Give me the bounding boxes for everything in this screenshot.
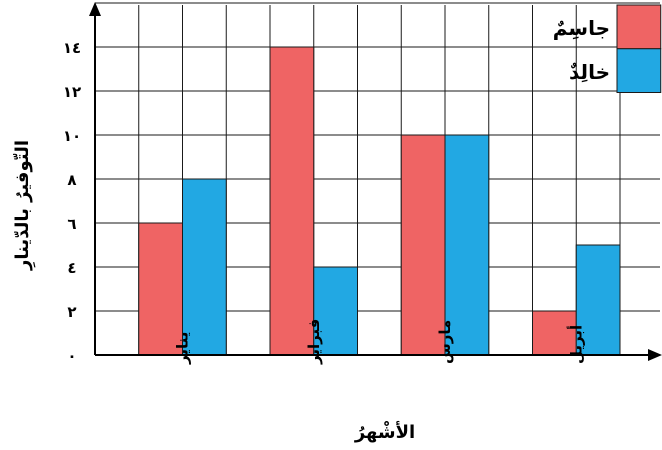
x-axis-label: الأشْهرُ [354,421,415,443]
y-tick-label: ٨ [67,171,76,189]
x-tick-label: مارس [436,320,454,364]
bars [138,46,621,356]
bar [182,178,227,356]
y-tick-labels: ٠ ٢ ٤ ٦ ٨ ١٠ ١٢ ١٤ [63,39,81,365]
bar [269,46,315,356]
y-tick-label: ٢ [67,303,76,321]
y-tick-label: ١٠ [63,127,81,145]
y-tick-label: ٠ [67,347,76,365]
y-axis-label: التّوفيرُ بالدّينارِ [12,140,36,271]
bar [313,266,358,356]
bar [400,134,446,356]
y-axis-arrow [89,2,101,16]
x-tick-label: فبراير [305,319,323,365]
y-tick-label: ١٢ [63,83,81,101]
legend-label: جاسِمٌ [553,16,610,40]
x-tick-label: أبريل [566,325,585,364]
bar [138,222,183,356]
legend: جاسِمٌ خالِدٌ [553,4,662,93]
x-tick-labels: يناير فبراير مارس أبريل [174,319,586,365]
x-axis-arrow [648,349,662,361]
x-tick-label: يناير [174,332,192,365]
y-tick-label: ١٤ [63,39,81,57]
legend-swatch [616,4,662,50]
y-tick-label: ٦ [67,215,76,233]
axes [89,2,662,361]
legend-swatch [616,48,662,93]
legend-label: خالِدٌ [569,60,610,84]
bar [444,134,490,356]
y-tick-label: ٤ [67,259,76,277]
